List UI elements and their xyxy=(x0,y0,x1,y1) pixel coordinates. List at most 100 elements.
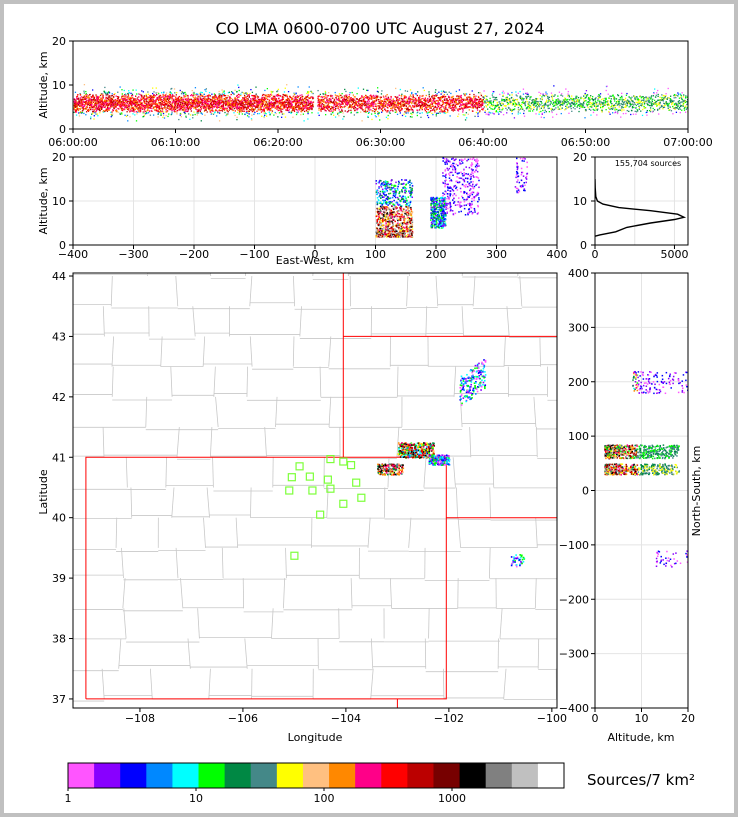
time-height-source xyxy=(104,99,106,101)
time-height-source xyxy=(352,100,355,103)
time-height-source xyxy=(90,116,92,118)
time-height-source xyxy=(175,103,177,105)
time-height-source xyxy=(421,102,423,104)
time-height-source xyxy=(238,102,240,104)
time-height-source xyxy=(489,106,491,108)
time-height-source xyxy=(112,105,114,107)
time-height-source xyxy=(253,113,255,115)
time-height-source xyxy=(425,102,427,105)
time-height-source xyxy=(429,99,431,101)
time-height-source xyxy=(363,100,365,102)
time-height-source xyxy=(395,105,398,107)
time-height-source xyxy=(234,104,237,106)
time-height-source xyxy=(351,104,353,106)
time-height-source xyxy=(440,98,442,100)
time-height-source xyxy=(127,97,129,100)
time-height-source xyxy=(241,107,243,110)
time-height-source xyxy=(465,112,468,114)
time-height-source xyxy=(400,106,402,108)
time-height-source xyxy=(393,102,395,104)
time-height-source xyxy=(136,105,138,108)
time-height-source xyxy=(290,107,292,109)
time-height-source xyxy=(480,94,483,97)
time-height-source xyxy=(213,97,216,100)
time-height-source xyxy=(473,97,475,99)
time-height-source xyxy=(212,103,215,105)
time-height-source xyxy=(250,105,253,107)
time-height-source xyxy=(127,104,130,106)
time-height-source xyxy=(399,105,401,108)
time-height-source xyxy=(183,92,185,94)
figure-frame: CO LMA 0600-0700 UTC August 27, 2024 06:… xyxy=(4,4,734,813)
time-height-source xyxy=(308,86,310,88)
time-height-source xyxy=(98,102,100,104)
time-height-source xyxy=(408,96,410,98)
time-height-source xyxy=(192,103,194,106)
time-height-source xyxy=(210,105,212,108)
time-height-source xyxy=(293,93,295,95)
time-height-source xyxy=(211,93,213,95)
time-height-source xyxy=(336,95,338,97)
time-height-source xyxy=(460,99,462,101)
time-height-source xyxy=(79,111,81,114)
time-height-source xyxy=(396,102,399,104)
time-height-source xyxy=(150,99,152,101)
time-height-source xyxy=(241,113,244,115)
time-height-source xyxy=(460,97,463,100)
time-height-source xyxy=(296,95,299,97)
time-height-source xyxy=(355,103,357,105)
time-height-source xyxy=(403,105,405,108)
time-height-source xyxy=(329,102,332,104)
time-height-source xyxy=(397,103,400,105)
time-height-source xyxy=(339,104,341,106)
time-height-source xyxy=(470,103,472,105)
time-height-source xyxy=(349,100,351,102)
time-height-source xyxy=(284,116,287,118)
time-height-source xyxy=(292,101,294,104)
time-height-source xyxy=(192,100,195,102)
time-height-source xyxy=(287,103,290,106)
time-height-source xyxy=(158,98,161,100)
time-height-source xyxy=(491,104,493,106)
time-height-source xyxy=(456,99,458,101)
time-height-source xyxy=(128,101,131,103)
time-height-source xyxy=(252,108,254,110)
time-height-source xyxy=(421,101,423,103)
time-height-source xyxy=(380,100,382,102)
time-height-source xyxy=(385,109,387,112)
time-height-source xyxy=(425,111,428,113)
time-height-source xyxy=(74,91,77,93)
time-height-source xyxy=(95,98,98,100)
time-height-source xyxy=(120,104,122,106)
time-height-source xyxy=(87,95,90,97)
time-height-source xyxy=(474,97,476,99)
time-height-source xyxy=(326,104,328,107)
time-height-source xyxy=(273,101,276,104)
time-height-source xyxy=(383,102,385,104)
time-height-source xyxy=(169,105,171,107)
time-height-source xyxy=(260,106,262,108)
time-height-source xyxy=(77,108,79,110)
time-height-source xyxy=(466,104,468,107)
time-height-source xyxy=(162,114,165,117)
time-height-source xyxy=(426,99,429,102)
time-height-source xyxy=(349,105,351,107)
time-height-source xyxy=(121,98,123,101)
time-height-source xyxy=(125,115,128,118)
time-height-source xyxy=(181,101,184,104)
time-height-source xyxy=(401,93,403,95)
time-height-source xyxy=(327,101,329,104)
time-height-source xyxy=(221,104,224,107)
time-height-source xyxy=(120,112,123,114)
time-height-source xyxy=(203,106,206,108)
time-height-source xyxy=(210,109,212,111)
time-height-source xyxy=(376,90,379,93)
time-height-source xyxy=(253,108,255,110)
time-height-source xyxy=(337,95,339,97)
time-height-source xyxy=(135,100,137,102)
time-height-source xyxy=(255,99,257,101)
time-height-source xyxy=(218,96,220,98)
time-height-source xyxy=(223,90,225,92)
time-height-source xyxy=(218,112,221,114)
time-height-source xyxy=(196,97,198,99)
